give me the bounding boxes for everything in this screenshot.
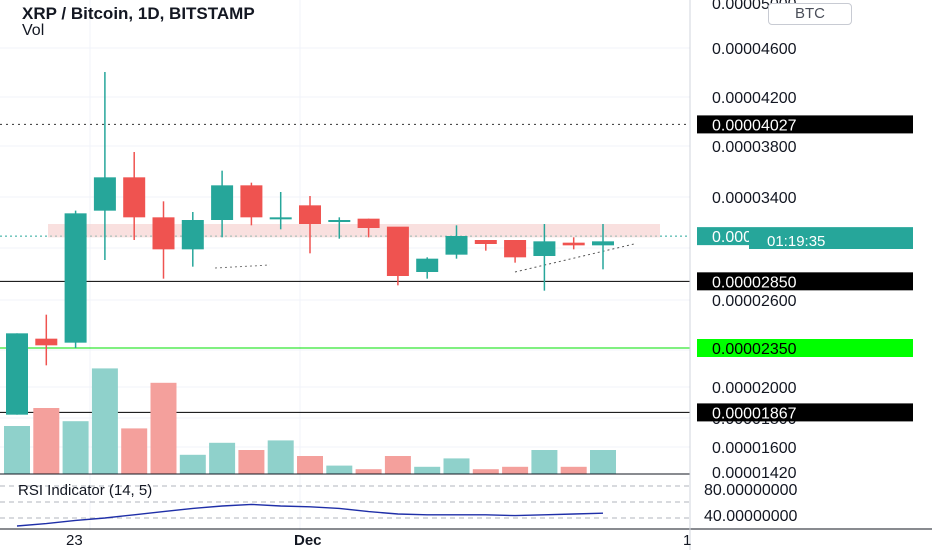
time-tick-label: 23 — [66, 532, 83, 549]
candle-body[interactable] — [123, 177, 146, 218]
candle-body[interactable] — [562, 242, 585, 246]
time-tick-label: 1 — [683, 532, 691, 549]
price-tick-label: 0.00001420 — [712, 465, 797, 482]
candle-body[interactable] — [152, 217, 175, 250]
rsi-title: RSI Indicator (14, 5) — [18, 482, 152, 499]
svg-text:01:19:35: 01:19:35 — [767, 233, 825, 250]
volume-bar — [414, 466, 441, 474]
volume-bar — [238, 450, 265, 474]
volume-bar — [326, 465, 353, 474]
svg-text:0.00002350: 0.00002350 — [712, 341, 797, 358]
candle-body[interactable] — [328, 220, 351, 222]
volume-bar — [267, 440, 294, 474]
volume-bar — [560, 466, 587, 474]
candle-body[interactable] — [93, 177, 116, 211]
volume-bar — [443, 458, 470, 474]
volume-bar — [150, 382, 177, 474]
price-tick-label: 0.00002000 — [712, 380, 797, 397]
candle-body[interactable] — [445, 236, 468, 255]
rsi-pane: RSI Indicator (14, 5) — [0, 482, 932, 530]
price-label[interactable]: 01:19:35 — [749, 231, 913, 250]
rsi-tick-label: 40.00000000 — [704, 508, 798, 525]
candle-body[interactable] — [6, 333, 28, 415]
rsi-tick-label: 80.00000000 — [704, 482, 798, 499]
candle-body[interactable] — [64, 213, 87, 343]
candle-body[interactable] — [416, 258, 439, 272]
time-tick-label: Dec — [294, 532, 322, 549]
candle-body[interactable] — [299, 205, 321, 224]
price-tick-label: 0.00003400 — [712, 190, 797, 207]
volume-bar — [62, 421, 89, 474]
candle-body[interactable] — [504, 240, 527, 258]
candle-body[interactable] — [386, 226, 409, 276]
price-label[interactable]: 0.00002350 — [697, 339, 913, 358]
price-label[interactable]: 0.00001867 — [697, 403, 913, 422]
volume-bar — [4, 426, 30, 474]
rsi-line — [16, 503, 604, 527]
candle-body[interactable] — [181, 220, 204, 250]
candle-body[interactable] — [592, 241, 614, 246]
grid-lines — [0, 0, 690, 530]
price-axis[interactable]: 0.000050000.000046000.000042000.00003800… — [689, 0, 913, 550]
price-label[interactable]: 0.00002850 — [697, 272, 913, 291]
candle-body[interactable] — [35, 338, 58, 346]
candle-body[interactable] — [240, 185, 263, 218]
price-tick-label: 0.00002600 — [712, 293, 797, 310]
volume-label: Vol — [22, 22, 45, 39]
price-label[interactable]: 0.00004027 — [697, 115, 913, 134]
volume-bar — [531, 450, 558, 474]
price-tick-label: 0.00004600 — [712, 41, 797, 58]
svg-text:0.00004027: 0.00004027 — [712, 117, 797, 134]
trend-line[interactable] — [514, 243, 635, 273]
trend-line[interactable] — [214, 264, 271, 269]
time-axis[interactable]: 23 Dec 1 — [66, 532, 691, 549]
candle-body[interactable] — [357, 218, 380, 228]
volume-bar — [355, 469, 382, 474]
price-tick-label: 0.00001600 — [712, 440, 797, 457]
candle-body[interactable] — [474, 240, 497, 244]
volume-bar — [472, 469, 499, 474]
price-tick-label: 0.00003800 — [712, 139, 797, 156]
currency-badge[interactable]: BTC — [768, 3, 852, 25]
volume-bars — [0, 368, 690, 475]
volume-bar — [33, 408, 60, 474]
chart-title: XRP / Bitcoin, 1D, BITSTAMP — [22, 4, 255, 23]
price-tick-label: 0.00004200 — [712, 90, 797, 107]
svg-text:0.00002850: 0.00002850 — [712, 274, 797, 291]
candle-body[interactable] — [269, 217, 292, 220]
volume-bar — [209, 442, 236, 474]
candle-body[interactable] — [533, 241, 556, 256]
volume-bar — [179, 454, 206, 474]
volume-bar — [91, 368, 118, 474]
candle-body[interactable] — [211, 185, 234, 220]
volume-bar — [590, 450, 616, 474]
range-band — [48, 224, 660, 238]
volume-bar — [384, 456, 411, 474]
candlesticks — [6, 72, 614, 415]
svg-text:0.00001867: 0.00001867 — [712, 405, 797, 422]
volume-bar — [121, 428, 148, 474]
volume-bar — [297, 456, 323, 474]
volume-bar — [502, 466, 529, 474]
